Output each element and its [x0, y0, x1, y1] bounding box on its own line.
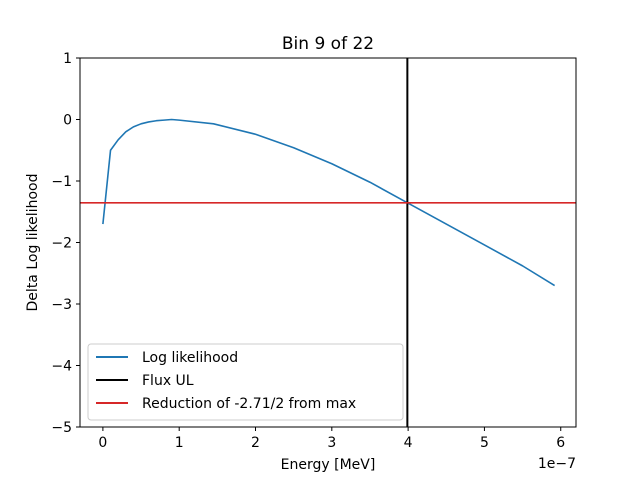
legend-label-reduction: Reduction of -2.71/2 from max — [142, 396, 356, 412]
y-tick-label: −2 — [51, 236, 72, 252]
x-tick-label: 5 — [480, 435, 489, 451]
y-tick-label: −5 — [51, 420, 72, 436]
x-tick-label: 6 — [556, 435, 565, 451]
legend: Log likelihood Flux UL Reduction of -2.71/… — [87, 343, 404, 421]
y-tick-label: −3 — [51, 297, 72, 313]
y-tick-label: −4 — [51, 359, 72, 375]
y-tick-label: −1 — [51, 174, 72, 190]
legend-label-flux-ul: Flux UL — [142, 373, 194, 389]
x-axis-label: Energy [MeV] — [281, 457, 376, 473]
x-tick-label: 4 — [404, 435, 413, 451]
x-tick-label: 0 — [98, 435, 107, 451]
chart-title: Bin 9 of 22 — [282, 34, 374, 54]
plot-frame — [79, 57, 577, 428]
y-tick-label: 1 — [63, 51, 72, 67]
y-tick-label: 0 — [63, 113, 72, 129]
x-tick-label: 3 — [327, 435, 336, 451]
legend-box — [87, 343, 404, 421]
x-tick-label: 2 — [251, 435, 260, 451]
plot-area — [80, 58, 576, 427]
y-axis-label: Delta Log likelihood — [25, 174, 41, 312]
x-axis-offset-label: 1e−7 — [538, 456, 576, 472]
series-log-likelihood-line — [102, 118, 556, 287]
x-tick-label: 1 — [175, 435, 184, 451]
y-axis: 1 0 −1 −2 −3 −4 −5 — [51, 51, 80, 436]
x-axis: 0 1 2 3 4 5 6 — [98, 427, 565, 451]
legend-label-log-likelihood: Log likelihood — [142, 350, 238, 366]
